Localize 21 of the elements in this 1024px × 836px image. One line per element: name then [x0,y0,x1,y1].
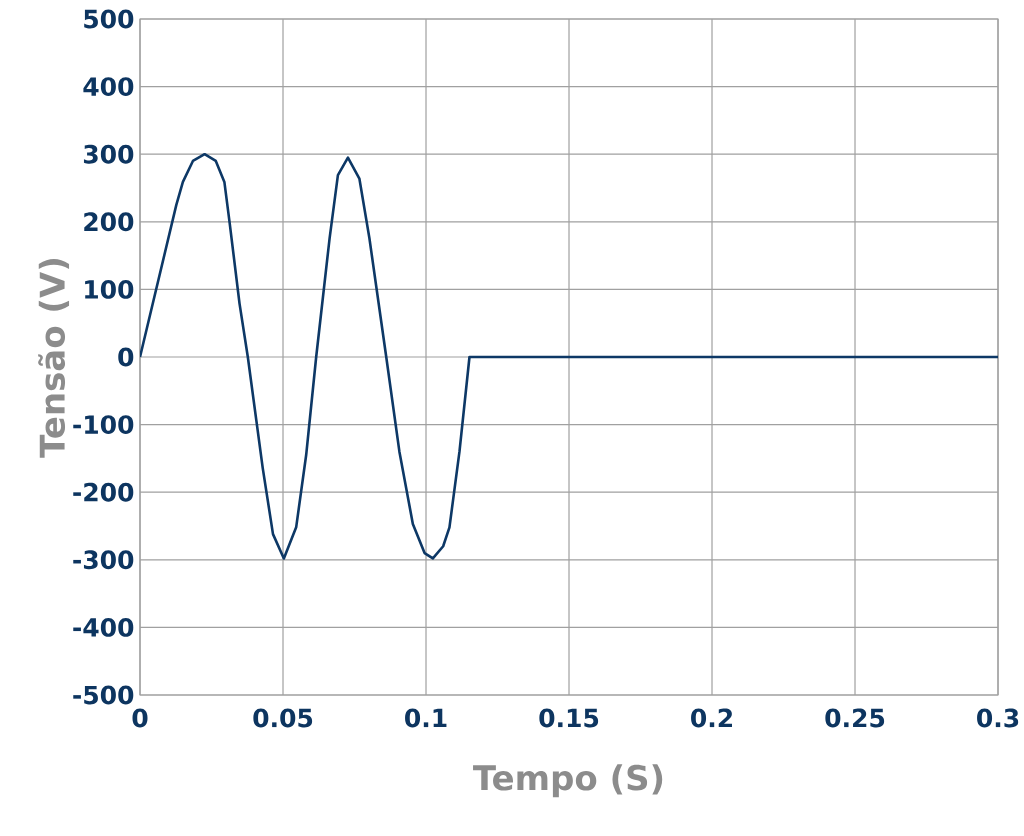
y-tick-label: 100 [85,279,134,299]
y-tick-label: 0 [118,347,134,367]
y-tick-label: 200 [84,212,134,232]
y-tick-label: -100 [73,415,134,435]
x-tick-label: 0.2 [691,708,732,728]
y-tick-label: -300 [73,550,134,570]
x-tick-label: 0.15 [539,708,599,728]
y-tick-label: 300 [83,144,134,164]
line-series [140,152,999,560]
y-tick-label: 500 [84,9,134,29]
x-tick-label: 0.1 [405,708,447,728]
x-axis-title: Tempo (S) [473,764,663,798]
y-axis-title: Tensão (V) [38,259,70,458]
x-tick-label: 0.25 [825,708,885,728]
y-tick-label: -500 [73,685,134,705]
x-tick-label: 0.3 [977,708,1019,728]
x-tick-label: 0.05 [253,708,313,728]
y-tick-label: -400 [73,617,134,637]
y-tick-label: 400 [83,77,134,97]
y-tick-label: -200 [73,482,134,502]
x-tick-label: 0 [132,708,148,728]
